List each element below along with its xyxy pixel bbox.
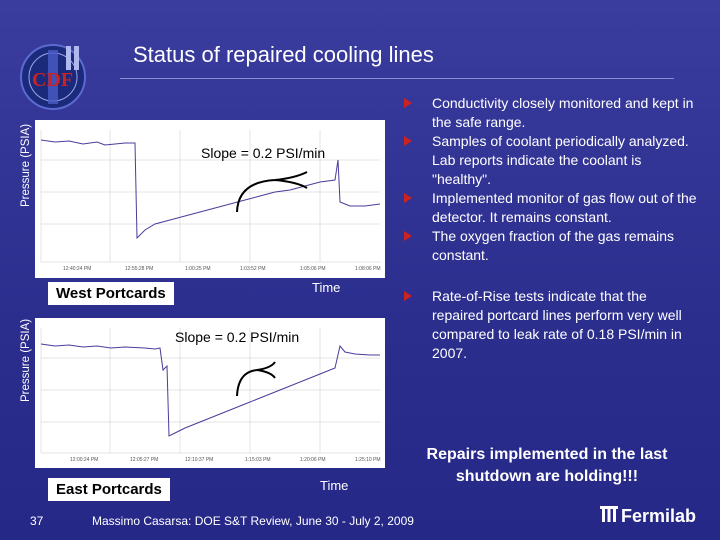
cdf-logo-icon: CDF [20, 44, 86, 110]
bottom-plot-xlabel: Time [320, 478, 349, 493]
bullet-text: Samples of coolant periodically analyzed… [432, 133, 689, 187]
top-slope-brace [236, 171, 308, 213]
slide-title: Status of repaired cooling lines [133, 42, 434, 67]
footer-citation: Massimo Casarsa: DOE S&T Review, June 30… [92, 514, 414, 528]
logo-text: CDF [32, 69, 73, 91]
bottom-plot-tick: 1:25:10 PM [355, 457, 381, 463]
bullet-item: Conductivity closely monitored and kept … [400, 94, 700, 132]
top-plot-tick: 1:05:06 PM [300, 266, 326, 272]
top-slope-annotation: Slope = 0.2 PSI/min [201, 145, 326, 161]
bottom-plot-tick: 12:05:27 PM [130, 457, 158, 463]
top-plot-tick: 1:08:06 PM [355, 266, 381, 272]
page-number: 37 [30, 514, 44, 528]
fermilab-brand: Fermilab [600, 506, 696, 527]
bullet-arrow-icon [404, 136, 412, 146]
top-pressure-plot: 12:40:24 PM 12:55:28 PM 1:00:25 PM 1:03:… [35, 120, 385, 278]
east-portcards-label: East Portcards [48, 478, 170, 501]
conclusion-text: Repairs implemented in the last shutdown… [426, 446, 668, 485]
bullet-arrow-icon [404, 291, 412, 301]
bullet-text: Implemented monitor of gas flow out of t… [432, 190, 697, 225]
bullet-list: Conductivity closely monitored and kept … [400, 94, 700, 363]
bullet-item: Implemented monitor of gas flow out of t… [400, 189, 700, 227]
west-portcards-label: West Portcards [48, 282, 174, 305]
bottom-pressure-plot: 12:00:24 PM 12:05:27 PM 12:10:37 PM 1:15… [35, 318, 385, 468]
bottom-plot-ylabel: Pressure (PSIA) [20, 318, 32, 402]
bullet-text: Conductivity closely monitored and kept … [432, 95, 694, 130]
fermilab-text: Fermilab [621, 506, 697, 526]
bullet-item: The oxygen fraction of the gas remains c… [400, 227, 700, 265]
bullet-item: Samples of coolant periodically analyzed… [400, 132, 700, 189]
top-plot-tick: 1:03:52 PM [240, 266, 266, 272]
top-plot-ylabel: Pressure (PSIA) [20, 123, 32, 207]
top-plot-tick: 1:00:25 PM [185, 266, 211, 272]
bullet-text: The oxygen fraction of the gas remains c… [432, 228, 675, 263]
bottom-plot-tick: 12:10:37 PM [185, 457, 213, 463]
bottom-plot-tick: 1:15:03 PM [245, 457, 271, 463]
bullet-arrow-icon [404, 98, 412, 108]
bottom-slope-brace [236, 361, 276, 397]
bottom-plot-tick: 12:00:24 PM [70, 457, 98, 463]
bottom-plot-tick: 1:20:06 PM [300, 457, 326, 463]
bullet-item: Rate-of-Rise tests indicate that the rep… [400, 287, 700, 363]
title-divider [120, 78, 674, 79]
bottom-slope-annotation: Slope = 0.2 PSI/min [175, 329, 300, 345]
bullet-arrow-icon [404, 193, 412, 203]
fermilab-logo-icon [600, 506, 618, 522]
bullet-text: Rate-of-Rise tests indicate that the rep… [432, 288, 682, 361]
bullet-arrow-icon [404, 231, 412, 241]
top-plot-tick: 12:55:28 PM [125, 266, 153, 272]
top-plot-xlabel: Time [312, 280, 341, 295]
top-plot-tick: 12:40:24 PM [63, 266, 91, 272]
